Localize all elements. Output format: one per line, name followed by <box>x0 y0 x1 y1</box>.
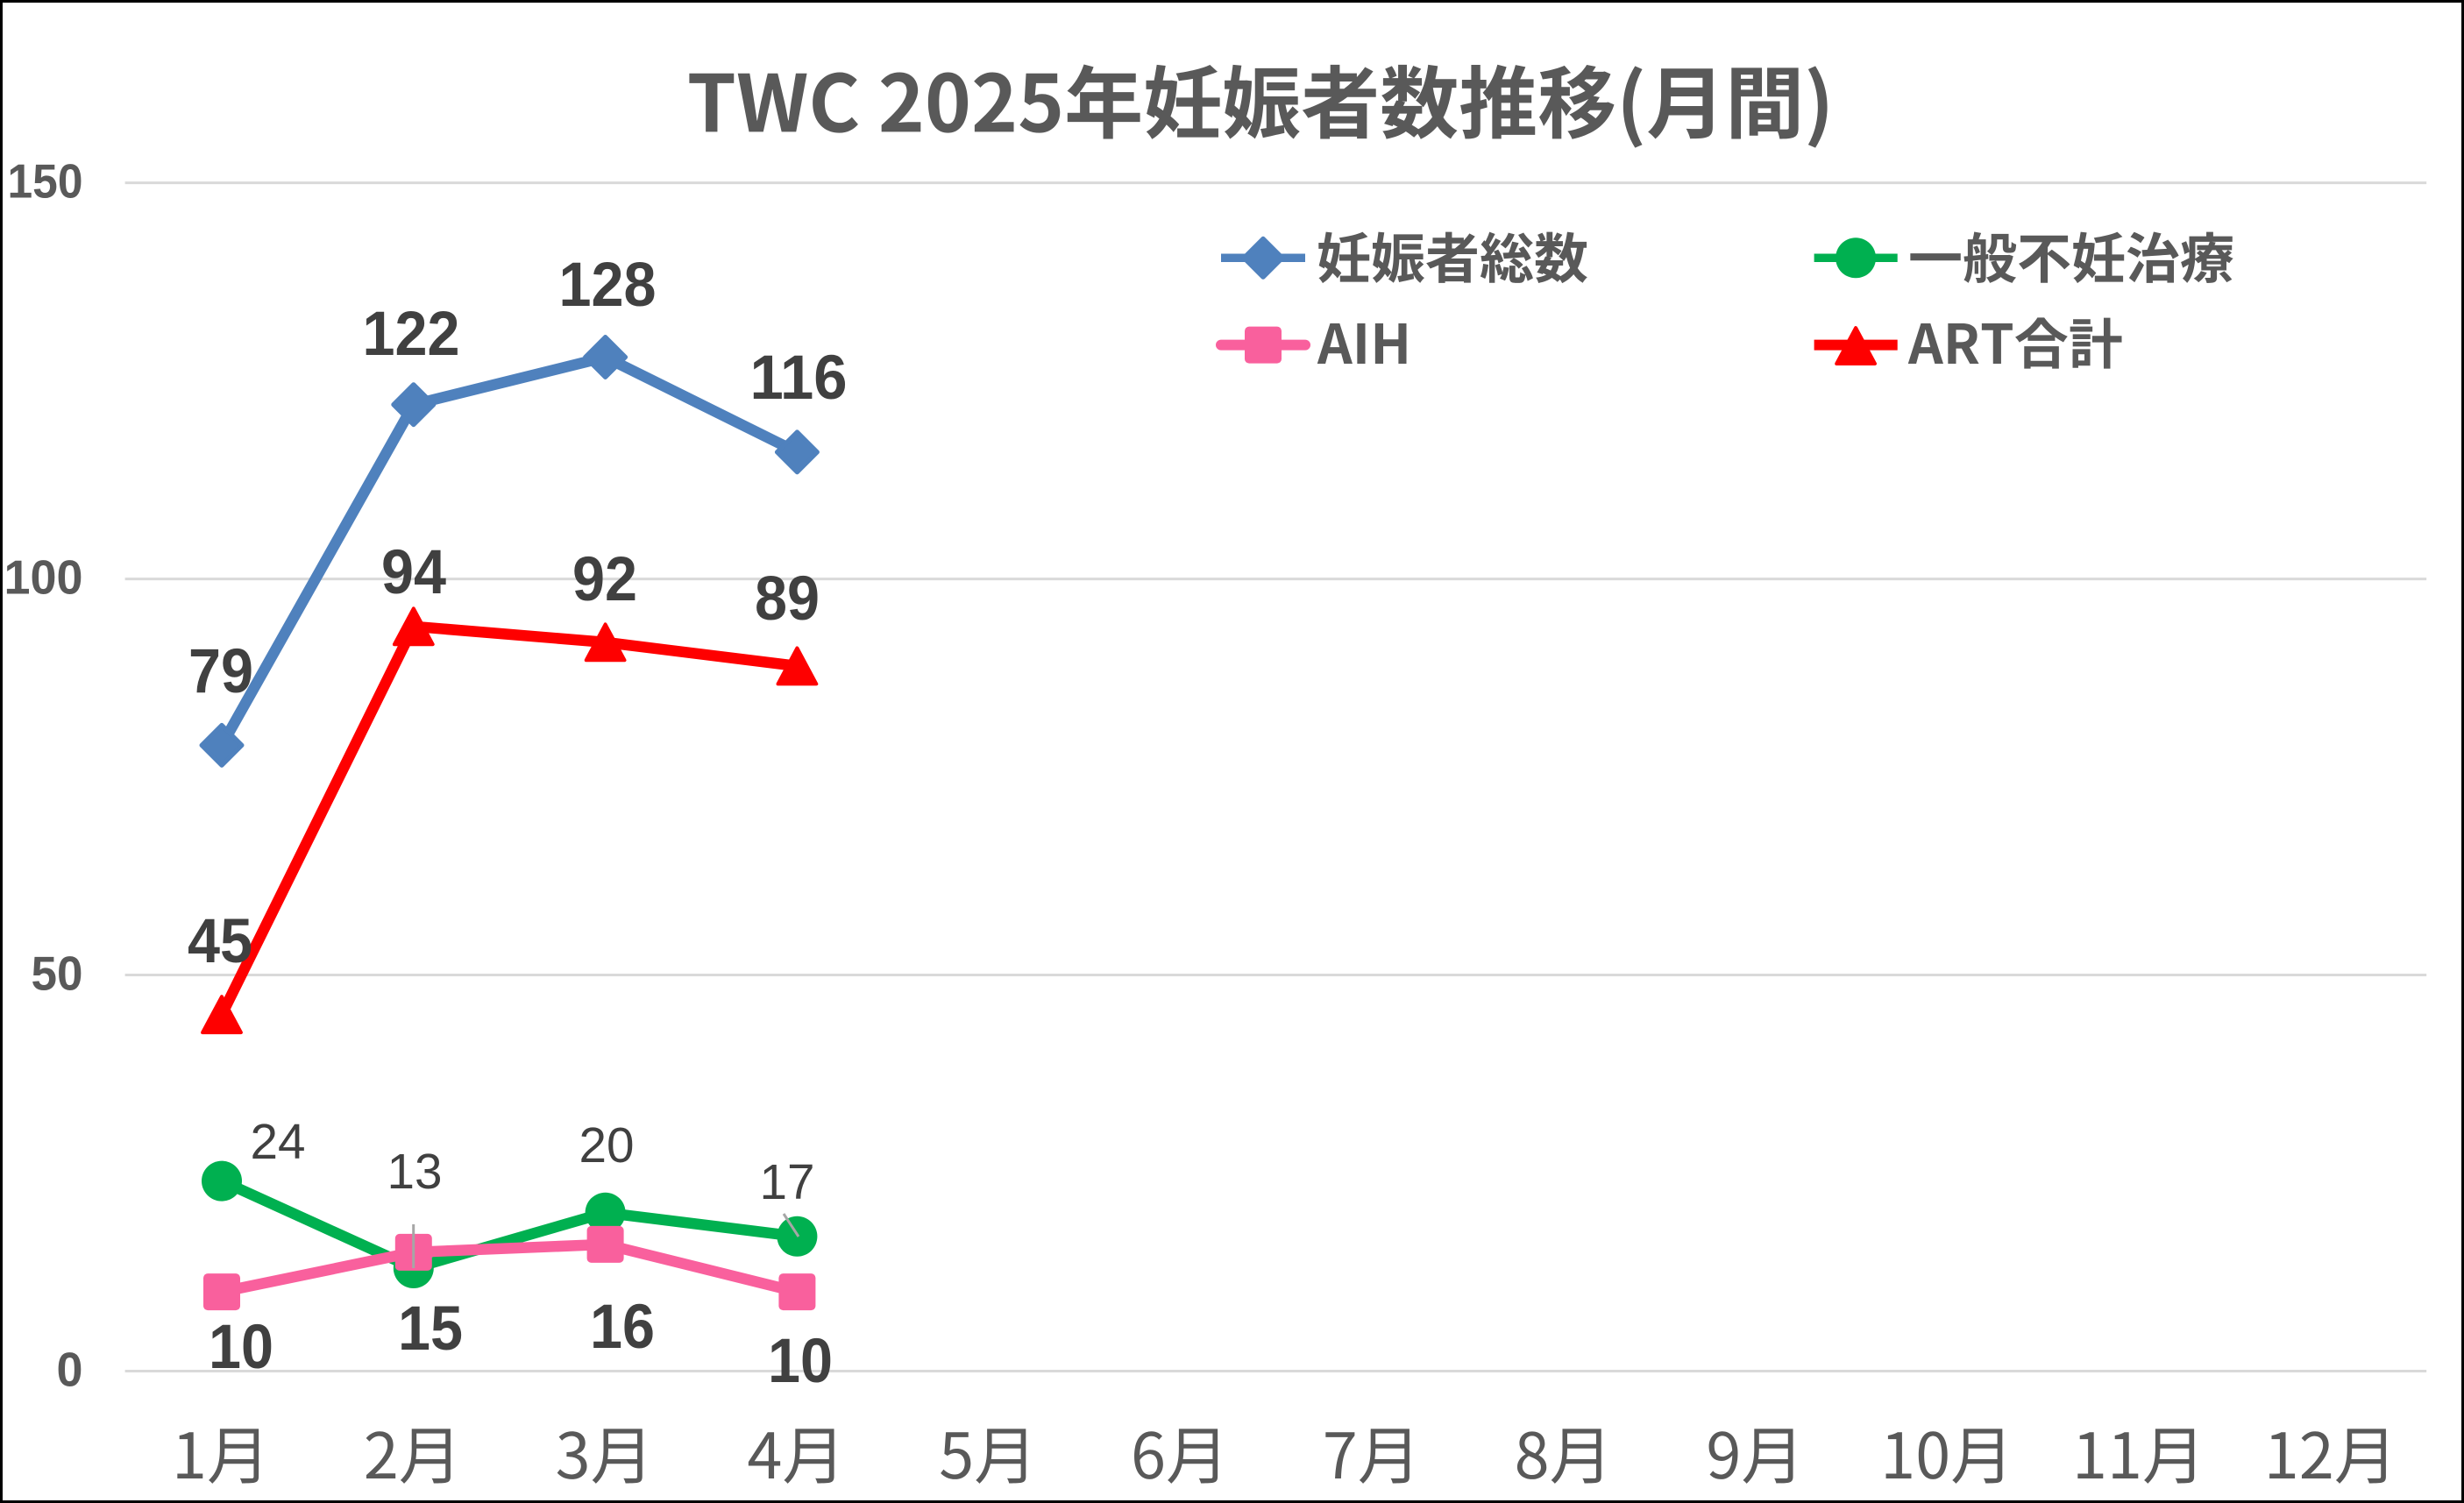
svg-text:24: 24 <box>251 1114 306 1170</box>
svg-text:45: 45 <box>188 907 252 976</box>
svg-text:17: 17 <box>760 1154 815 1210</box>
svg-text:50: 50 <box>32 946 83 1000</box>
svg-text:79: 79 <box>188 637 253 706</box>
svg-text:150: 150 <box>8 154 83 209</box>
svg-text:89: 89 <box>755 564 820 634</box>
svg-text:16: 16 <box>590 1293 655 1362</box>
svg-text:116: 116 <box>750 344 848 413</box>
svg-text:92: 92 <box>572 545 637 614</box>
svg-text:94: 94 <box>381 538 446 607</box>
svg-text:0: 0 <box>57 1342 83 1396</box>
svg-text:10: 10 <box>768 1327 833 1396</box>
svg-text:20: 20 <box>579 1117 635 1173</box>
svg-text:128: 128 <box>559 251 657 320</box>
svg-text:15: 15 <box>398 1294 463 1364</box>
svg-text:100: 100 <box>4 550 83 605</box>
svg-text:13: 13 <box>387 1144 443 1200</box>
svg-text:10: 10 <box>209 1313 273 1382</box>
svg-text:122: 122 <box>363 300 460 369</box>
